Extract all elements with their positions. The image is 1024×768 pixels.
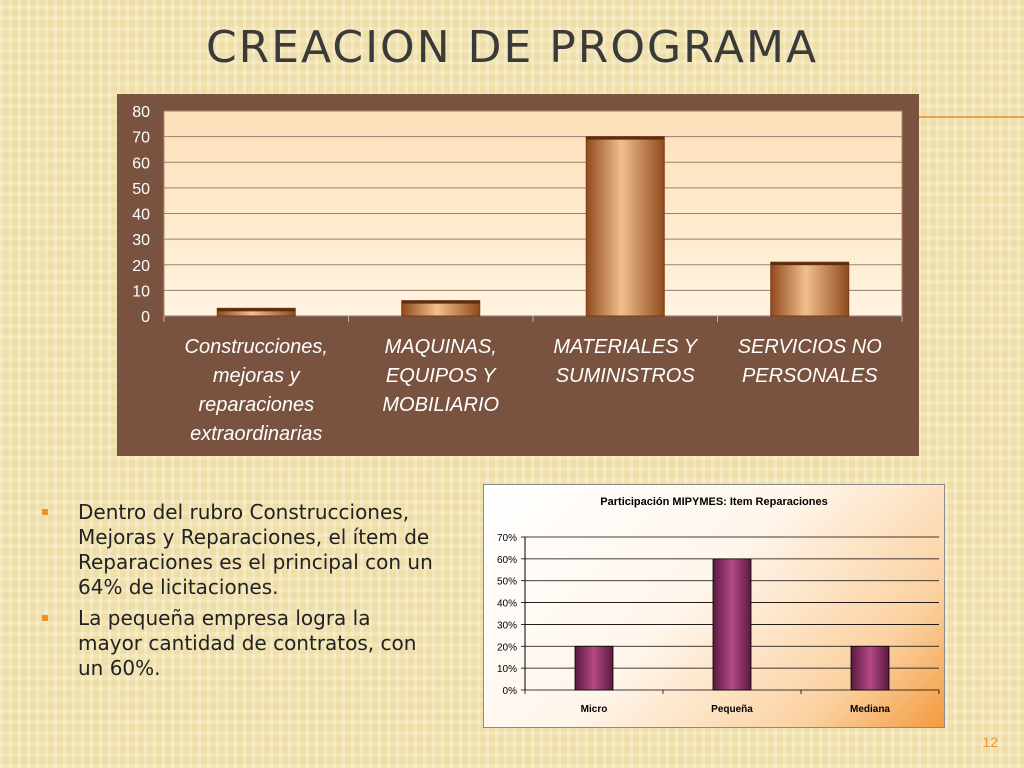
chart1-x-category-label: extraordinarias	[190, 423, 322, 445]
chart1-x-category-label: MAQUINAS,	[385, 336, 497, 358]
chart1-y-tick-label: 80	[132, 104, 150, 121]
chart1-bar	[585, 136, 665, 317]
chart1-x-category-label: SERVICIOS NO	[738, 336, 882, 358]
chart1-bar	[770, 261, 850, 317]
chart1-y-tick-label: 50	[132, 181, 150, 198]
bullet-square-icon	[42, 509, 48, 515]
slide-title: CREACION DE PROGRAMA	[205, 22, 819, 73]
chart2-y-tick-label: 70%	[497, 533, 517, 544]
chart1-bar-top	[586, 136, 665, 140]
bullet-text: La pequeña empresa logra la mayor cantid…	[78, 606, 417, 680]
chart2-y-tick-label: 0%	[503, 686, 518, 697]
chart1-x-category-label: Construcciones,	[185, 336, 328, 358]
chart2-bar	[712, 558, 752, 691]
title-accent-line	[918, 116, 1024, 118]
chart2-bar	[850, 645, 890, 691]
chart1-bar-top	[401, 300, 480, 304]
chart1-x-category-label: PERSONALES	[742, 365, 878, 387]
chart1-bar-top	[217, 308, 296, 312]
chart2-y-tick-label: 50%	[497, 577, 517, 588]
bullet-list: Dentro del rubro Construcciones, Mejoras…	[38, 500, 438, 687]
chart1-y-tick-label: 0	[141, 309, 150, 326]
chart1-x-category-label: MATERIALES Y	[553, 336, 698, 358]
chart2-x-category-label: Mediana	[850, 704, 890, 715]
budget-category-chart: 0 10 20 30 40 50 60 70 80 Construcciones, mejoras …	[117, 94, 919, 456]
chart2-y-tick-label: 30%	[497, 620, 517, 631]
chart1-x-category-label: mejoras y	[213, 365, 301, 387]
bullet-item: La pequeña empresa logra la mayor cantid…	[38, 606, 438, 681]
chart1-x-category-label: SUMINISTROS	[556, 365, 696, 387]
page-number: 12	[982, 734, 998, 750]
bullet-square-icon	[42, 615, 48, 621]
chart2-title: Participación MIPYMES: Item Reparaciones	[600, 496, 827, 508]
chart2-y-tick-label: 20%	[497, 642, 517, 653]
chart1-x-category-label: EQUIPOS Y	[386, 365, 497, 387]
chart2-x-category-label: Micro	[581, 704, 608, 715]
chart1-y-tick-label: 10	[132, 283, 150, 300]
chart2-y-tick-label: 10%	[497, 664, 517, 675]
bullet-item: Dentro del rubro Construcciones, Mejoras…	[38, 500, 438, 600]
chart1-y-tick-label: 60	[132, 155, 150, 172]
chart1-y-tick-label: 70	[132, 130, 150, 147]
chart2-y-tick-label: 40%	[497, 599, 517, 610]
chart2-bar	[574, 645, 614, 691]
mipymes-chart: Participación MIPYMES: Item Reparaciones…	[497, 496, 940, 715]
chart1-y-tick-label: 30	[132, 232, 150, 249]
bullet-text: Dentro del rubro Construcciones, Mejoras…	[78, 500, 433, 599]
chart1-bar-top	[770, 262, 849, 266]
chart1-x-category-label: MOBILIARIO	[382, 394, 499, 416]
chart1-y-tick-label: 20	[132, 258, 150, 275]
chart2-y-tick-label: 60%	[497, 555, 517, 566]
mipymes-chart-panel: Participación MIPYMES: Item Reparaciones…	[483, 484, 945, 728]
chart2-x-category-label: Pequeña	[711, 704, 753, 715]
chart1-x-category-label: reparaciones	[198, 394, 314, 416]
chart1-y-tick-label: 40	[132, 207, 150, 224]
